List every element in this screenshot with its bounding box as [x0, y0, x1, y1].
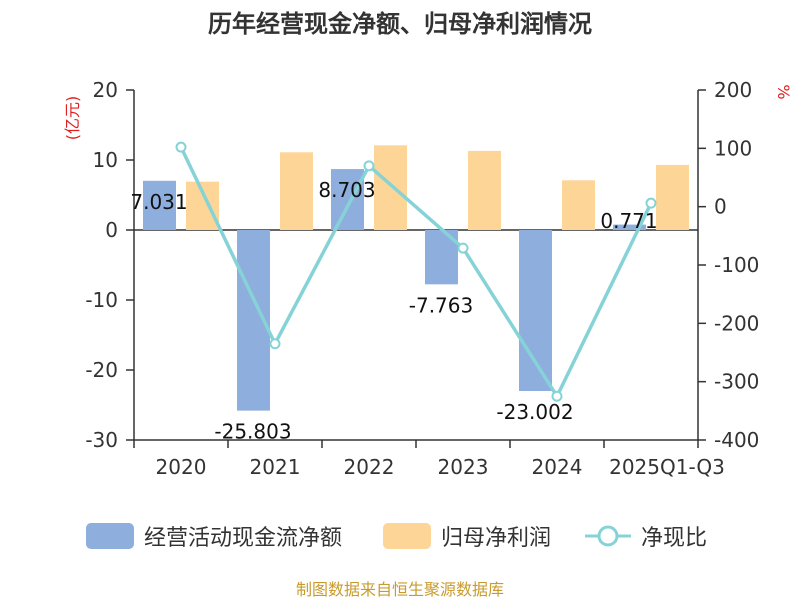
legend-label-cashflow: 经营活动现金流净额: [144, 526, 343, 551]
legend-label-ratio: 净现比: [641, 526, 708, 551]
x-tick-label: 2025Q1-Q3: [609, 455, 725, 479]
legend-item-ratio[interactable]: 净现比: [583, 516, 707, 556]
legend-item-net-profit[interactable]: 归母净利润: [383, 516, 551, 556]
right-tick-label: -400: [714, 428, 759, 452]
legend-swatch-net-profit: [383, 523, 431, 549]
cashflow-data-label: 0.771: [600, 209, 657, 233]
x-tick-label: 2024: [532, 455, 583, 479]
left-tick-label: 20: [93, 78, 118, 102]
data-source-note: 制图数据来自恒生聚源数据库: [295, 580, 504, 599]
legend-line-marker-icon: [585, 525, 631, 547]
ratio-line: [179, 146, 653, 400]
ratio-point: [363, 160, 375, 172]
bar-net-profit: [562, 180, 595, 230]
cashflow-data-label: -25.803: [214, 420, 291, 444]
bar-cashflow: [613, 224, 646, 230]
ratio-point: [457, 242, 469, 254]
right-tick-label: 200: [714, 78, 752, 102]
legend-label-net-profit: 归母净利润: [441, 526, 552, 551]
chart-title: 历年经营现金净额、归母净利润情况: [208, 10, 592, 38]
cashflow-data-label: 8.703: [318, 178, 375, 202]
bar-net-profit: [468, 150, 501, 230]
legend-swatch-cashflow: [86, 523, 134, 549]
x-tick-label: 2023: [438, 455, 489, 479]
right-tick-label: -300: [714, 370, 759, 394]
right-tick-label: 0: [714, 195, 727, 219]
left-tick-label: -20: [85, 358, 118, 382]
legend: 经营活动现金流净额 归母净利润 净现比: [0, 516, 800, 556]
left-tick-label: -30: [85, 428, 118, 452]
ratio-point: [175, 141, 187, 153]
cashflow-data-label: 7.031: [130, 190, 187, 214]
bar-cashflow: [331, 169, 364, 230]
right-tick-label: -100: [714, 253, 759, 277]
legend-item-cashflow[interactable]: 经营活动现金流净额: [86, 516, 342, 556]
right-tick-label: 100: [714, 136, 752, 160]
left-tick-label: 10: [93, 148, 118, 172]
x-tick-label: 2020: [156, 455, 207, 479]
right-tick-label: -200: [714, 311, 759, 335]
cashflow-data-label: -23.002: [496, 400, 573, 424]
bar-cashflow: [519, 230, 552, 392]
ratio-point: [269, 338, 281, 350]
left-tick-label: -10: [85, 288, 118, 312]
cashflow-data-label: -7.763: [409, 293, 473, 317]
ratio-point: [645, 197, 657, 209]
bar-net-profit: [374, 145, 407, 230]
left-tick-label: 0: [105, 218, 118, 242]
bar-net-profit: [656, 164, 689, 230]
x-tick-label: 2021: [250, 455, 301, 479]
x-tick-label: 2022: [344, 455, 395, 479]
right-axis-unit: %: [774, 84, 793, 99]
ratio-point: [551, 390, 563, 402]
bar-net-profit: [280, 152, 313, 230]
bar-cashflow: [143, 180, 176, 230]
left-axis-unit: (亿元): [63, 96, 82, 141]
